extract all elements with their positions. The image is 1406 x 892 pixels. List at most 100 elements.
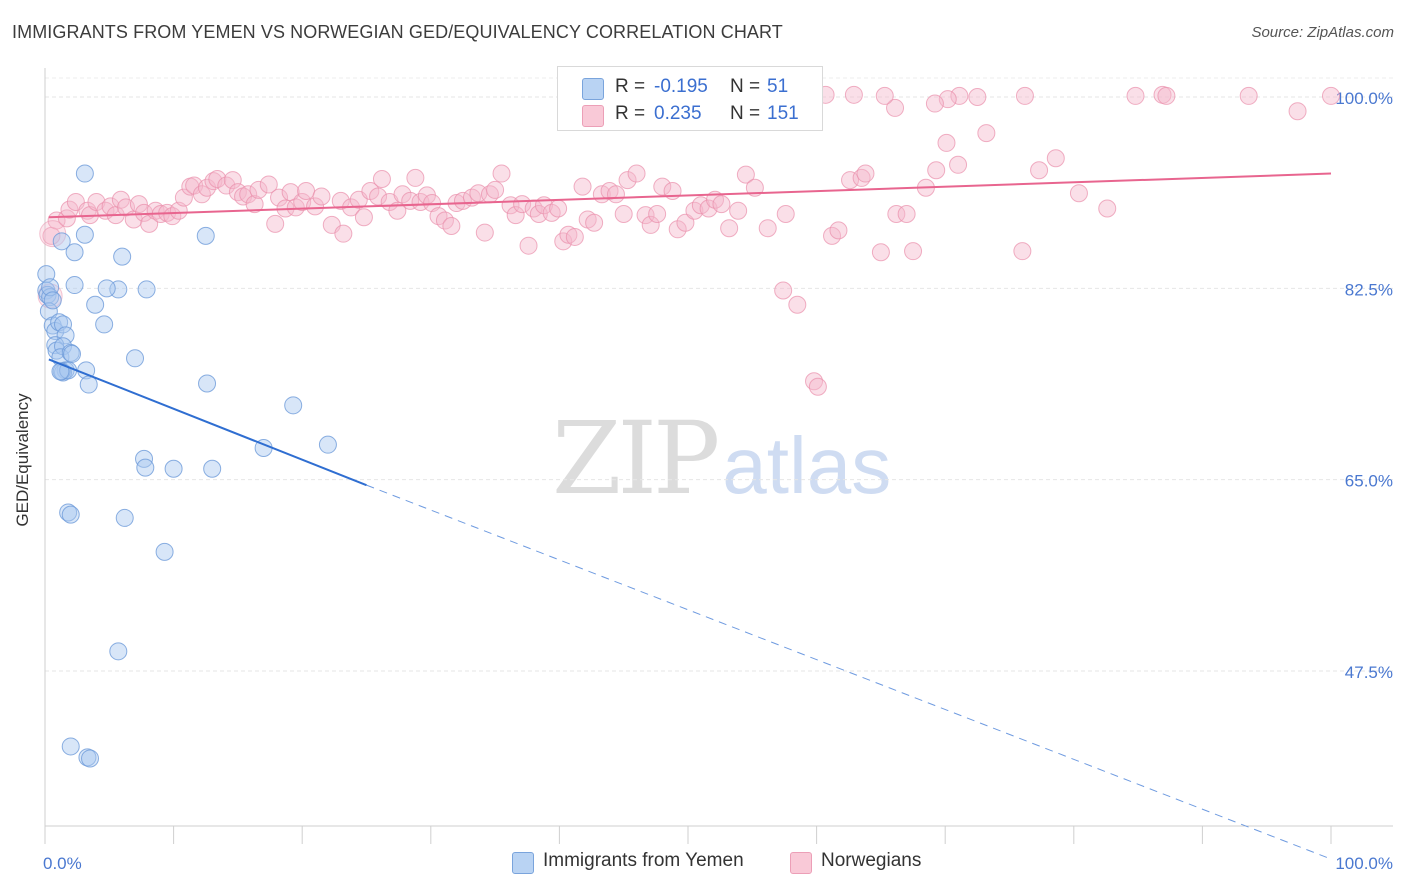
- norwegians-point: [270, 188, 289, 207]
- norwegians-point: [245, 195, 264, 214]
- norwegians-point: [506, 206, 525, 225]
- yemen-point: [65, 276, 84, 295]
- norwegians-point: [606, 185, 625, 204]
- yemen-point: [318, 435, 337, 454]
- norwegians-point: [146, 201, 165, 220]
- norwegians-point: [297, 182, 316, 201]
- norwegians-point: [266, 214, 285, 233]
- norwegians-point: [60, 200, 79, 219]
- norwegians-point: [886, 98, 905, 117]
- norwegians-point: [140, 214, 159, 233]
- norwegians-point: [641, 215, 660, 234]
- yemen-point: [284, 396, 303, 415]
- yemen-point: [164, 459, 183, 478]
- yemen-point: [43, 291, 62, 310]
- yemen-point: [126, 349, 145, 368]
- yemen-point: [115, 508, 134, 527]
- yemen-point: [97, 279, 116, 298]
- norwegians-point: [411, 192, 430, 211]
- norwegians-point: [259, 175, 278, 194]
- norwegians-point: [648, 204, 667, 223]
- norwegians-point: [949, 155, 968, 174]
- norwegians-point: [1322, 86, 1340, 105]
- norwegians-point: [627, 164, 646, 183]
- x-tick-label: 100.0%: [1335, 854, 1393, 873]
- norwegians-point: [668, 220, 687, 239]
- norwegians-point: [354, 208, 373, 227]
- norwegians-point: [369, 187, 388, 206]
- norwegians-point: [871, 243, 890, 262]
- norwegians-point: [549, 199, 568, 218]
- norwegians-point: [223, 171, 242, 190]
- y-tick-label: 100.0%: [1335, 89, 1393, 108]
- norwegians-point: [565, 227, 584, 246]
- yemen-point: [75, 225, 94, 244]
- yemen-trend-extension: [366, 484, 1332, 860]
- yemen-point: [61, 343, 80, 362]
- norwegians-point: [208, 170, 227, 188]
- norwegians-point: [442, 217, 461, 236]
- zipatlas-watermark: ZIPatlas: [552, 400, 891, 517]
- correlation-legend: R = -0.195 N = 51 R = 0.235 N = 151: [557, 66, 823, 131]
- series-legend-swatch-norwegians: [790, 852, 812, 874]
- yemen-point: [41, 278, 60, 297]
- norwegians-point: [736, 165, 755, 184]
- norwegians-point: [712, 195, 731, 214]
- norwegians-point: [887, 204, 906, 223]
- yemen-point: [46, 321, 65, 340]
- yemen-point: [109, 280, 128, 299]
- yemen-point: [65, 243, 84, 262]
- norwegians-point: [129, 195, 148, 214]
- series-legend-swatch-yemen: [512, 852, 534, 874]
- watermark-zip: ZIP: [552, 400, 720, 517]
- yemen-point: [136, 458, 155, 477]
- norwegians-point: [1069, 184, 1088, 203]
- y-tick-label: 82.5%: [1345, 280, 1393, 299]
- norwegians-point: [844, 85, 863, 104]
- legend-n-label: N =: [730, 76, 761, 97]
- series-legend-label-yemen: Immigrants from Yemen: [543, 850, 744, 871]
- legend-row-norwegians: R = 0.235 N = 151: [558, 101, 822, 129]
- yemen-point: [137, 280, 156, 299]
- yemen-point: [109, 642, 128, 661]
- norwegians-point: [904, 242, 923, 261]
- yemen-point: [155, 542, 174, 561]
- norwegians-point: [486, 180, 505, 199]
- norwegians-point: [897, 204, 916, 223]
- legend-r-label: R =: [615, 103, 646, 124]
- norwegians-point: [927, 161, 946, 180]
- yemen-point: [61, 737, 80, 756]
- norwegians-point: [406, 168, 425, 187]
- yemen-trend-line: [48, 358, 367, 487]
- yemen-point: [113, 247, 132, 266]
- legend-row-yemen: R = -0.195 N = 51: [558, 74, 822, 102]
- norwegians-point: [676, 213, 695, 232]
- legend-r-value-yemen: -0.195: [654, 76, 708, 97]
- norwegians-point: [1030, 161, 1049, 180]
- watermark-atlas: atlas: [722, 421, 892, 510]
- norwegians-point: [950, 86, 969, 105]
- norwegians-point: [745, 178, 764, 197]
- x-tick-label: 0.0%: [43, 854, 82, 873]
- norwegians-point: [636, 206, 655, 225]
- norwegians-point: [968, 88, 987, 106]
- norwegians-point: [1288, 102, 1307, 121]
- yemen-point: [196, 226, 215, 245]
- legend-r-value-norwegians: 0.235: [654, 103, 702, 124]
- norwegians-point: [393, 185, 412, 204]
- norwegians-point: [174, 188, 193, 207]
- norwegians-point: [475, 223, 494, 242]
- norwegians-point: [1098, 199, 1117, 218]
- norwegians-point: [618, 171, 637, 190]
- norwegians-point: [1126, 86, 1145, 105]
- norwegians-point: [559, 225, 578, 244]
- norwegians-point: [306, 197, 325, 216]
- yemen-point: [59, 503, 78, 522]
- norwegians-point: [977, 124, 996, 143]
- norwegians-point: [1046, 149, 1065, 168]
- norwegians-point: [1013, 242, 1032, 261]
- yemen-point: [46, 336, 65, 355]
- yemen-point: [198, 374, 217, 393]
- yemen-point: [95, 315, 114, 334]
